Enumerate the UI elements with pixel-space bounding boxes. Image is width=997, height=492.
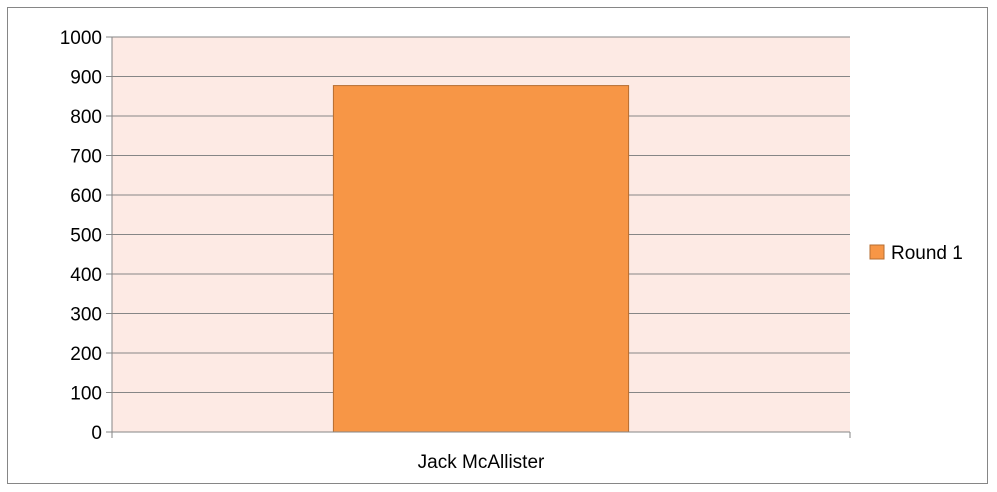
y-tick-label: 700 (70, 147, 102, 168)
axes (106, 36, 851, 438)
bars (332, 85, 630, 433)
y-tick-label: 100 (70, 384, 102, 405)
y-tick-label: 600 (70, 186, 102, 207)
y-tick-label: 800 (70, 107, 102, 128)
y-tick-label: 400 (70, 265, 102, 286)
bar-jack-mcallister (332, 85, 630, 433)
y-tick-label: 1000 (60, 28, 102, 49)
legend-label-round-1: Round 1 (891, 243, 963, 264)
x-axis-tick-labels: Jack McAllister (418, 452, 545, 473)
y-tick-label: 0 (91, 423, 102, 444)
y-tick-label: 900 (70, 68, 102, 89)
legend: Round 1 (869, 243, 963, 264)
legend-swatch-round-1 (869, 244, 885, 260)
y-tick-label: 500 (70, 226, 102, 247)
x-tick-label: Jack McAllister (418, 452, 545, 473)
y-tick-label: 300 (70, 305, 102, 326)
y-axis-tick-labels: 0 100 200 300 400 500 600 700 800 900 1000 (60, 28, 102, 444)
y-tick-label: 200 (70, 344, 102, 365)
